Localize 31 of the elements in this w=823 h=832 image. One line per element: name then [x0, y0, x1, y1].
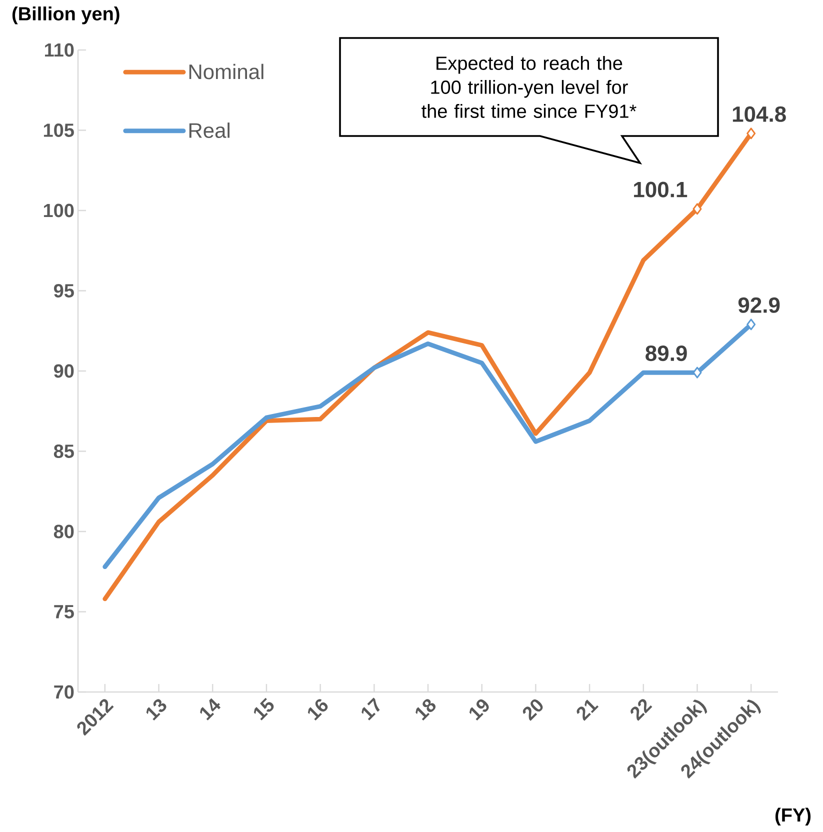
y-axis-title: (Billion yen)	[12, 6, 120, 24]
data-label: 100.1	[634, 182, 688, 198]
x-axis-title: (FY)	[775, 808, 811, 826]
x-tick-label: 20	[522, 699, 543, 721]
y-tick-label: 90	[54, 364, 74, 378]
data-label: 104.8	[732, 106, 786, 122]
point	[692, 366, 702, 378]
x-tick-label: 16	[308, 699, 328, 720]
data-label: 92.9	[738, 297, 780, 313]
point	[746, 128, 756, 140]
y-tick-label: 75	[54, 605, 74, 618]
y-tick-label: 105	[44, 124, 74, 137]
x-tick-label: 17	[362, 698, 380, 720]
data-label: 89.9	[646, 345, 687, 362]
legend-label: Real	[189, 122, 230, 138]
y-tick-label: 95	[54, 284, 74, 298]
point	[746, 318, 756, 330]
x-tick-label: 19	[469, 699, 489, 720]
annotation: Expected to reach the 100 trillion-yen level for the first time since FY91*	[422, 56, 636, 118]
x-tick-label: 14	[200, 698, 221, 720]
point	[692, 203, 702, 215]
x-tick-label: 21	[576, 700, 599, 721]
y-tick-label: 85	[54, 444, 74, 458]
y-tick-label: 110	[45, 43, 74, 57]
x-tick-label: 18	[416, 699, 436, 720]
y-tick-label: 100	[44, 204, 74, 218]
y-tick-label: 70	[54, 685, 74, 699]
x-tick-label: 15	[254, 698, 274, 720]
x-tick-label: 13	[146, 699, 166, 720]
y-tick-label: 80	[54, 524, 74, 538]
legend-label: Nominal	[189, 64, 264, 80]
